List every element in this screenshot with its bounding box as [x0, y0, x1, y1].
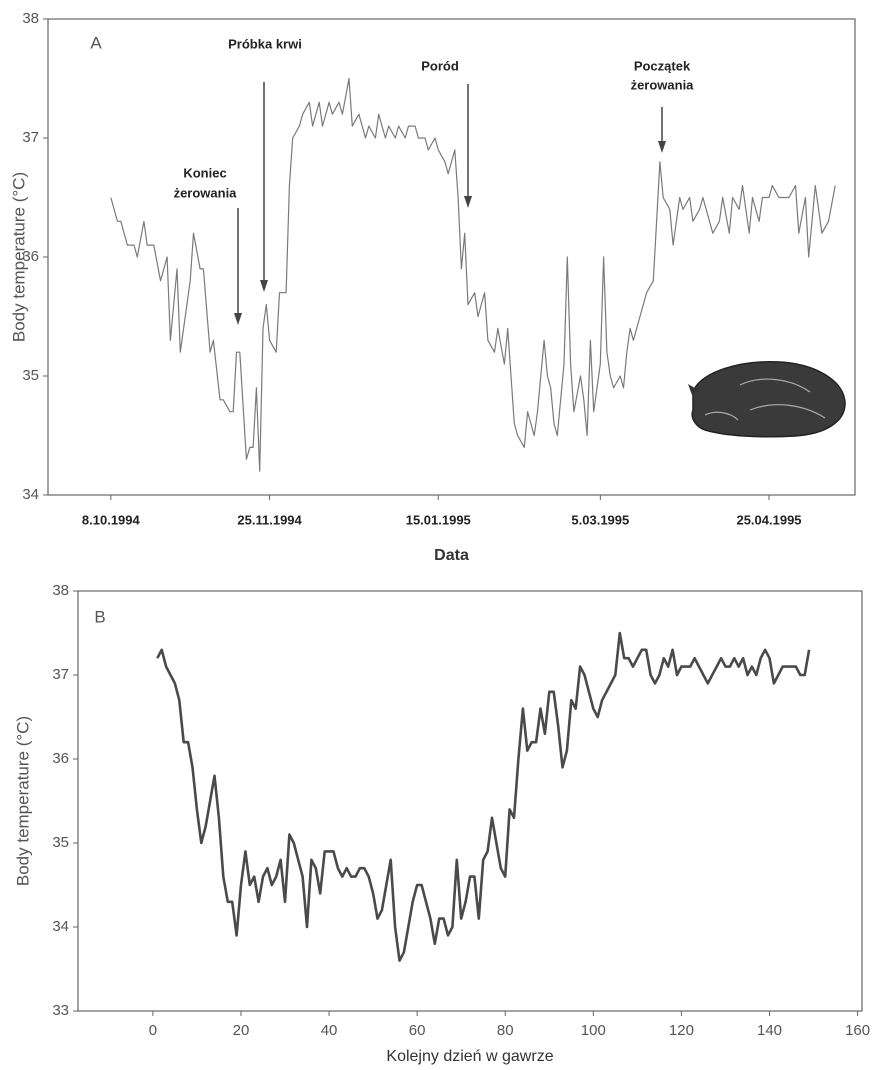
- x-tick-label: 25.04.1995: [736, 512, 801, 527]
- x-tick-label: 60: [409, 1022, 426, 1039]
- temperature-line: [156, 631, 811, 962]
- annotation-text: Początek: [634, 58, 691, 73]
- y-tick-label: 34: [52, 918, 69, 935]
- x-tick-label: 15.01.1995: [406, 512, 471, 527]
- x-axis-title: Kolejny dzień w gawrze: [386, 1048, 553, 1065]
- x-tick-label: 120: [669, 1022, 694, 1039]
- y-axis-title: Body temperature (°C): [13, 716, 32, 886]
- y-tick-label: 36: [22, 248, 39, 265]
- panel-label: A: [90, 33, 102, 52]
- x-tick-label: 160: [845, 1022, 870, 1039]
- y-tick-label: 34: [22, 486, 39, 503]
- x-tick-label: 5.03.1995: [571, 512, 629, 527]
- panel-label: B: [94, 607, 105, 626]
- arrow-head: [234, 313, 242, 325]
- y-tick-label: 33: [52, 1002, 69, 1019]
- y-tick-label: 36: [52, 750, 69, 767]
- annotation-text: żerowania: [174, 185, 238, 200]
- y-tick-label: 37: [52, 666, 69, 683]
- x-tick-label: 8.10.1994: [82, 512, 141, 527]
- x-tick-label: 100: [581, 1022, 606, 1039]
- arrow-head: [658, 141, 666, 153]
- x-axis-title: Data: [434, 547, 469, 564]
- y-axis-title: Body temperature (°C): [9, 172, 28, 342]
- temperature-line: [110, 77, 836, 472]
- x-tick-label: 40: [321, 1022, 338, 1039]
- x-tick-label: 80: [497, 1022, 514, 1039]
- annotation-text: Koniec: [183, 165, 226, 180]
- arrow-head: [260, 280, 268, 292]
- annotation-text: Próbka krwi: [228, 36, 302, 51]
- y-tick-label: 38: [22, 10, 39, 27]
- x-tick-label: 140: [757, 1022, 782, 1039]
- x-tick-label: 20: [233, 1022, 250, 1039]
- y-tick-label: 35: [52, 834, 69, 851]
- arrow-head: [464, 196, 472, 208]
- annotation-text: żerowania: [631, 77, 695, 92]
- y-tick-label: 37: [22, 129, 39, 146]
- x-tick-label: 0: [149, 1022, 157, 1039]
- bear-illustration: [688, 361, 846, 438]
- y-tick-label: 38: [52, 582, 69, 599]
- plot-frame: [77, 590, 863, 1012]
- x-tick-label: 25.11.1994: [237, 512, 302, 527]
- y-tick-label: 35: [22, 367, 39, 384]
- annotation-text: Poród: [421, 58, 459, 73]
